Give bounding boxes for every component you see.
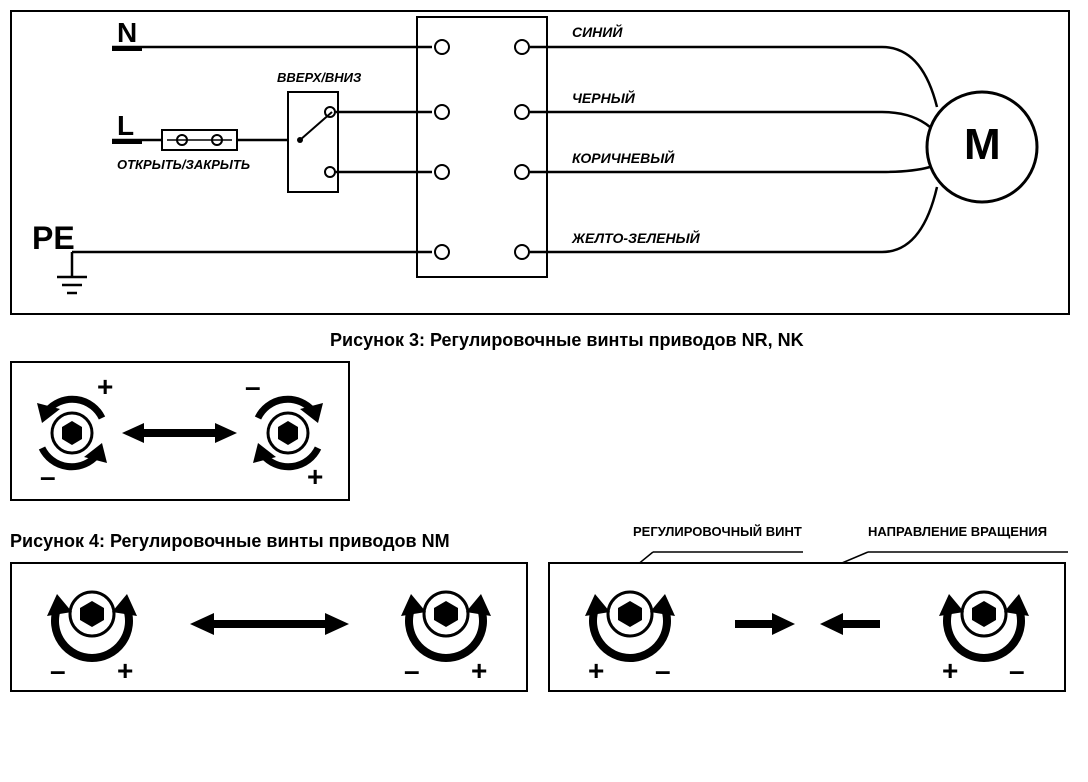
figure4-right-wrapper: РЕГУЛИРОВОЧНЫЙ ВИНТ НАПРАВЛЕНИЕ ВРАЩЕНИЯ: [548, 562, 1066, 692]
figure3-caption: Рисунок 3: Регулировочные винты приводов…: [330, 330, 1078, 351]
wire-yellowgreen-label: ЖЕЛТО-ЗЕЛЕНЫЙ: [572, 230, 700, 246]
fig4r-right-r-sign: –: [1009, 657, 1025, 685]
terminal-n-label: N: [117, 17, 137, 49]
wire-blue-label: СИНИЙ: [572, 24, 622, 40]
figure3-svg: [12, 363, 348, 499]
figure3-box: + – – +: [10, 361, 350, 501]
terminal-pe-label: PE: [32, 220, 75, 257]
motor-label: M: [964, 120, 1001, 170]
figure4-right-box: + – + –: [548, 562, 1066, 692]
wiring-diagram: N L PE ВВЕРХ/ВНИЗ ОТКРЫТЬ/ЗАКРЫТЬ СИНИЙ …: [10, 10, 1070, 315]
fig4r-left-l-sign: +: [588, 657, 604, 685]
fuse-label: ОТКРЫТЬ/ЗАКРЫТЬ: [117, 157, 250, 172]
wire-brown-label: КОРИЧНЕВЫЙ: [572, 150, 674, 166]
fig3-right-top-sign: –: [245, 373, 261, 401]
fig3-left-bottom-sign: –: [40, 463, 56, 491]
figure4-right-svg: [550, 564, 1064, 690]
fig4l-right-l-sign: –: [404, 657, 420, 685]
fig3-right-bottom-sign: +: [307, 463, 323, 491]
wire-black-label: ЧЕРНЫЙ: [572, 90, 635, 106]
figure4-left-svg: [12, 564, 526, 690]
fig4l-left-r-sign: +: [117, 657, 133, 685]
fig4l-right-r-sign: +: [471, 657, 487, 685]
fig3-left-top-sign: +: [97, 373, 113, 401]
terminal-l-label: L: [117, 110, 134, 142]
switch-label: ВВЕРХ/ВНИЗ: [277, 70, 361, 85]
fig4l-left-l-sign: –: [50, 657, 66, 685]
fig4r-left-r-sign: –: [655, 657, 671, 685]
fig4r-right-l-sign: +: [942, 657, 958, 685]
figure4-left-box: – + – +: [10, 562, 528, 692]
